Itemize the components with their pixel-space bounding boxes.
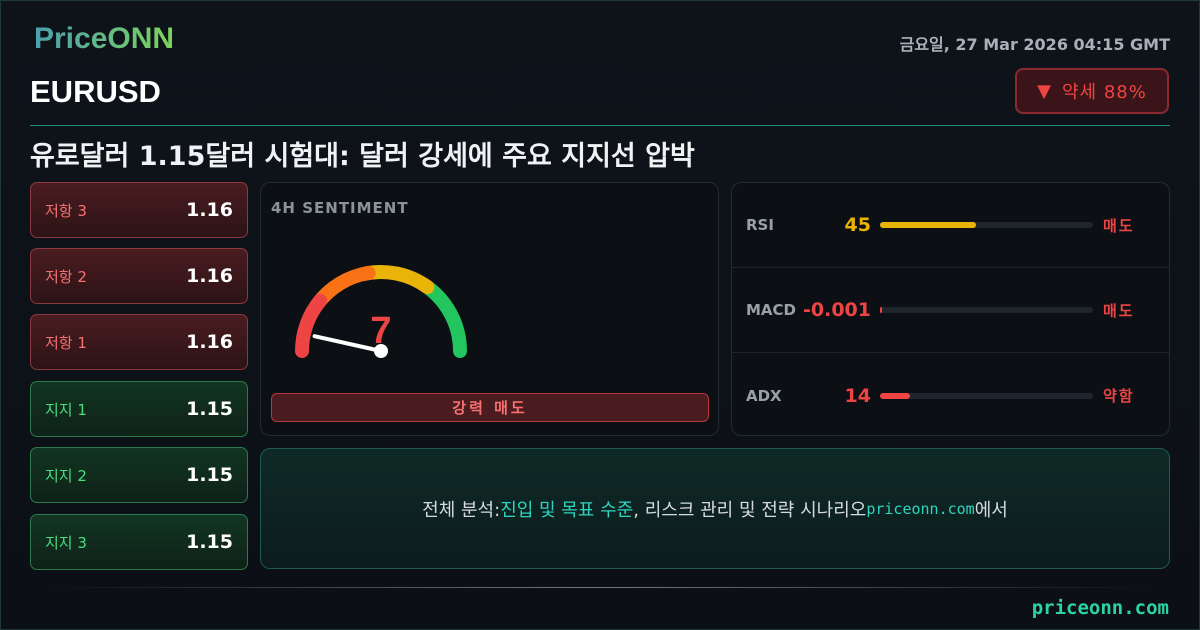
indicator-name: ADX bbox=[746, 386, 782, 405]
gauge-pivot bbox=[374, 344, 388, 358]
gauge-needle bbox=[312, 334, 383, 353]
level-name: 지지 2 bbox=[45, 466, 87, 485]
indicator-value: -0.001 bbox=[803, 299, 871, 321]
level-value: 1.16 bbox=[186, 265, 233, 287]
level-value: 1.16 bbox=[186, 331, 233, 353]
level-resistance: 저항 2 1.16 bbox=[30, 248, 248, 304]
indicator-signal: 매도 bbox=[1103, 216, 1135, 235]
indicator-name: RSI bbox=[746, 216, 774, 234]
sentiment-badge: ▼ 약세 88% bbox=[1015, 68, 1169, 114]
level-support: 지지 2 1.15 bbox=[30, 447, 248, 503]
indicator-bar bbox=[880, 392, 1093, 399]
cta-highlight: 진입 및 목표 수준 bbox=[500, 499, 634, 521]
level-value: 1.15 bbox=[186, 531, 233, 553]
level-name: 저항 1 bbox=[45, 333, 87, 352]
level-support: 지지 3 1.15 bbox=[30, 514, 248, 570]
indicator-value: 14 bbox=[844, 384, 871, 407]
divider bbox=[30, 125, 1170, 126]
datetime: 금요일, 27 Mar 2026 04:15 GMT bbox=[899, 35, 1170, 54]
indicator-bar bbox=[880, 222, 1093, 228]
gauge-title: 4H SENTIMENT bbox=[271, 199, 409, 217]
indicator-row-macd: MACD -0.001 매도 bbox=[732, 268, 1169, 353]
cta-site[interactable]: priceonn.com bbox=[866, 499, 975, 518]
indicator-value: 45 bbox=[844, 214, 871, 236]
indicator-bar-fill bbox=[880, 392, 910, 399]
level-value: 1.15 bbox=[186, 398, 233, 420]
symbol-title: EURUSD bbox=[30, 74, 161, 109]
cta-middle: , 리스크 관리 및 전략 시나리오 bbox=[633, 499, 867, 521]
priceonn-logo: PriceONN bbox=[34, 22, 175, 55]
gauge: 7 bbox=[295, 265, 467, 358]
indicator-row-rsi: RSI 45 매도 bbox=[732, 183, 1169, 268]
footer-site-link[interactable]: priceonn.com bbox=[1031, 597, 1169, 619]
level-name: 저항 2 bbox=[45, 267, 87, 286]
level-value: 1.16 bbox=[186, 199, 233, 221]
footer-divider bbox=[50, 587, 1150, 588]
indicator-signal: 약함 bbox=[1103, 387, 1135, 405]
headline: 유로달러 1.15달러 시험대: 달러 강세에 주요 지지선 압박 bbox=[30, 141, 695, 172]
level-support: 지지 1 1.15 bbox=[30, 381, 248, 437]
level-value: 1.15 bbox=[186, 464, 233, 486]
cta-suffix: 에서 bbox=[974, 499, 1008, 521]
gauge-arc-segment bbox=[416, 277, 467, 358]
full-analysis-link[interactable]: 전체 분석: 진입 및 목표 수준, 리스크 관리 및 전략 시나리오 pric… bbox=[260, 448, 1170, 569]
gauge-signal-label: 강력 매도 bbox=[271, 393, 709, 422]
sentiment-gauge-card: 4H SENTIMENT 7 강력 매도 bbox=[260, 182, 719, 436]
indicator-bar bbox=[880, 307, 1093, 313]
gauge-arc-segment bbox=[295, 293, 328, 358]
indicator-name: MACD bbox=[746, 301, 796, 319]
level-resistance: 저항 1 1.16 bbox=[30, 314, 248, 370]
gauge-value: 7 bbox=[370, 310, 391, 352]
indicator-bar-fill bbox=[880, 222, 976, 228]
level-name: 지지 1 bbox=[45, 400, 87, 419]
indicator-bar-fill bbox=[880, 307, 883, 313]
level-name: 지지 3 bbox=[45, 533, 87, 552]
cta-prefix: 전체 분석: bbox=[422, 499, 501, 521]
badge-label: 약세 88% bbox=[1061, 82, 1147, 103]
indicators-card: RSI 45 매도 MACD -0.001 매도 ADX 14 약함 bbox=[731, 182, 1170, 436]
indicator-signal: 매도 bbox=[1103, 301, 1135, 320]
indicator-row-adx: ADX 14 약함 bbox=[732, 353, 1169, 438]
level-name: 저항 3 bbox=[45, 201, 87, 220]
level-resistance: 저항 3 1.16 bbox=[30, 182, 248, 238]
triangle-down-icon: ▼ bbox=[1037, 80, 1052, 102]
